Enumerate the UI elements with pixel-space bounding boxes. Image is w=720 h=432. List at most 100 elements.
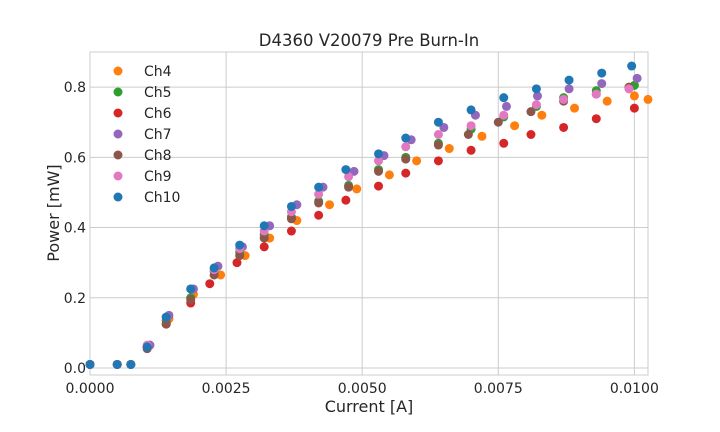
x-tick-label: 0.0000 (66, 381, 115, 397)
data-point (412, 156, 422, 166)
x-tick-label: 0.0025 (202, 381, 251, 397)
data-point (466, 105, 476, 115)
data-point (161, 319, 171, 329)
data-point (433, 140, 443, 150)
data-point (531, 100, 541, 110)
legend-marker (113, 150, 123, 160)
y-tick-label: 0.0 (64, 361, 86, 377)
data-point (112, 359, 122, 369)
y-tick-label: 0.8 (64, 80, 86, 96)
data-point (499, 110, 509, 120)
legend-label: Ch7 (144, 127, 172, 143)
legend-marker (113, 108, 123, 118)
data-point (384, 170, 394, 180)
grid (89, 52, 648, 375)
data-point (205, 279, 215, 289)
data-point (186, 295, 196, 305)
data-point (126, 359, 136, 369)
data-point (597, 79, 607, 89)
data-point (632, 73, 642, 83)
data-point (444, 144, 454, 154)
data-point (493, 117, 503, 127)
data-point (564, 84, 574, 94)
x-tick-label: 0.0100 (610, 381, 659, 397)
y-tick-label: 0.6 (64, 150, 86, 166)
data-point (235, 240, 245, 250)
data-point (85, 359, 95, 369)
data-point (499, 138, 509, 148)
legend-marker (113, 129, 123, 139)
data-point (537, 110, 547, 120)
legend-label: Ch4 (144, 64, 172, 80)
data-point (374, 156, 384, 166)
data-point (624, 84, 634, 94)
x-axis-title: Current [A] (325, 397, 414, 416)
data-point (499, 93, 509, 103)
data-point (564, 75, 574, 85)
data-point (559, 122, 569, 132)
data-point (629, 103, 639, 113)
data-point (510, 121, 520, 131)
data-point (314, 182, 324, 192)
legend-label: Ch5 (144, 85, 172, 101)
legend-label: Ch8 (144, 148, 172, 164)
data-point (314, 189, 324, 199)
data-point (629, 91, 639, 101)
data-point (559, 94, 569, 104)
data-point (433, 156, 443, 166)
data-point (643, 94, 653, 104)
legend-marker (113, 87, 123, 97)
data-point (259, 233, 269, 243)
data-point (466, 145, 476, 155)
legend-marker (113, 66, 123, 76)
data-point (531, 84, 541, 94)
data-point (314, 210, 324, 220)
data-point (341, 165, 351, 175)
data-point (401, 133, 411, 143)
x-tick-label: 0.0050 (338, 381, 387, 397)
series-ch10 (85, 61, 637, 369)
data-point (232, 258, 242, 268)
data-point (314, 198, 324, 208)
y-axis-title: Power [mW] (44, 164, 63, 261)
data-point (259, 221, 269, 231)
data-point (501, 101, 511, 111)
y-tick-label: 0.2 (64, 291, 86, 307)
legend-label: Ch6 (144, 106, 172, 122)
data-points (85, 61, 653, 369)
data-point (477, 131, 487, 141)
data-point (235, 251, 245, 261)
data-point (532, 91, 542, 101)
data-point (374, 181, 384, 191)
chart-title: D4360 V20079 Pre Burn-In (259, 31, 479, 50)
data-point (352, 184, 362, 194)
data-point (341, 195, 351, 205)
legend-marker (113, 171, 123, 181)
data-point (374, 149, 384, 159)
data-point (286, 214, 296, 224)
data-point (344, 182, 354, 192)
data-point (591, 89, 601, 99)
data-point (161, 312, 171, 322)
data-point (466, 121, 476, 131)
data-point (325, 200, 335, 210)
plot-area (89, 51, 649, 376)
data-point (186, 284, 196, 294)
data-point (570, 103, 580, 113)
data-point (286, 226, 296, 236)
data-point (344, 172, 354, 182)
data-point (526, 107, 536, 117)
legend-marker (113, 192, 123, 202)
data-point (209, 263, 219, 273)
data-point (286, 201, 296, 211)
data-point (591, 114, 601, 124)
data-point (401, 142, 411, 152)
data-point (597, 68, 607, 78)
data-point (526, 130, 536, 140)
data-point (463, 130, 473, 140)
data-point (142, 342, 152, 352)
data-point (627, 61, 637, 71)
data-point (401, 168, 411, 178)
legend-label: Ch9 (144, 169, 172, 185)
